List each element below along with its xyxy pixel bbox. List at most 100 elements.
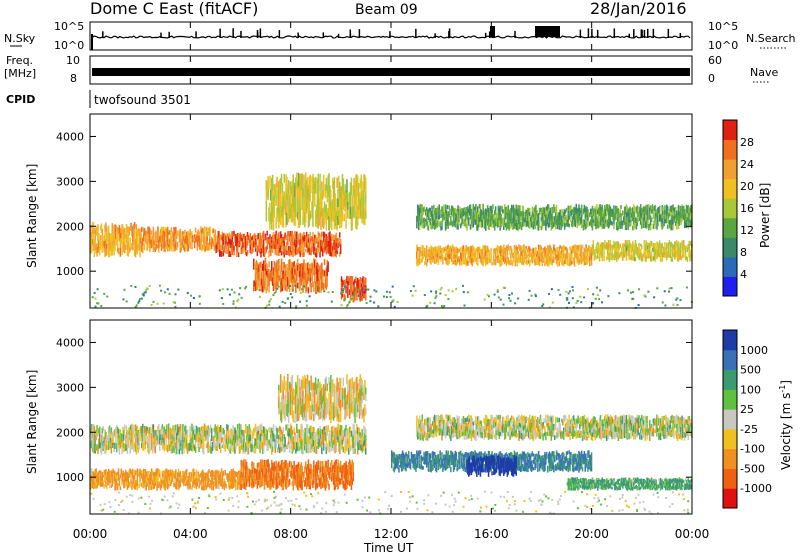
data-cell — [112, 483, 114, 486]
data-cell — [676, 223, 678, 229]
data-cell — [347, 304, 349, 306]
data-cell — [120, 247, 122, 256]
data-cell — [668, 291, 670, 293]
data-cell — [581, 252, 583, 258]
data-cell — [238, 252, 240, 257]
data-cell — [288, 180, 290, 194]
data-cell — [499, 206, 501, 211]
data-cell — [95, 306, 97, 308]
data-cell — [137, 477, 139, 481]
data-cell — [458, 219, 460, 222]
data-cell — [272, 441, 274, 446]
data-cell — [184, 230, 186, 234]
data-cell — [455, 223, 457, 228]
data-cell — [365, 448, 367, 455]
data-cell — [369, 300, 371, 302]
data-cell — [129, 242, 131, 247]
data-cell — [361, 283, 363, 287]
data-cell — [263, 260, 265, 270]
data-cell — [628, 248, 630, 252]
data-cell — [687, 257, 689, 262]
data-cell — [290, 293, 292, 295]
data-cell — [169, 293, 171, 295]
data-cell — [250, 428, 252, 435]
data-cell — [619, 209, 621, 213]
data-cell — [102, 433, 104, 438]
data-cell — [511, 293, 513, 295]
data-cell — [340, 244, 342, 249]
data-cell — [133, 425, 135, 434]
data-cell — [354, 292, 356, 294]
data-cell — [477, 256, 479, 261]
data-cell — [463, 291, 465, 293]
data-cell — [397, 301, 399, 303]
data-cell — [327, 261, 329, 272]
data-cell — [167, 288, 169, 290]
data-cell — [524, 222, 526, 226]
data-cell — [508, 297, 510, 299]
data-cell — [294, 265, 296, 269]
data-cell — [276, 260, 278, 269]
data-cell — [215, 229, 217, 235]
data-cell — [321, 181, 323, 190]
data-cell — [492, 204, 494, 209]
data-cell — [102, 235, 104, 241]
data-cell — [241, 234, 243, 238]
data-cell — [419, 212, 421, 216]
data-cell — [191, 243, 193, 249]
data-cell — [443, 205, 445, 212]
data-cell — [95, 235, 97, 240]
data-cell — [510, 300, 512, 302]
data-cell — [239, 287, 241, 289]
data-cell — [550, 208, 552, 215]
data-cell — [155, 441, 157, 446]
data-cell — [287, 297, 289, 299]
data-cell — [276, 439, 278, 444]
data-cell — [234, 292, 236, 294]
data-cell — [286, 246, 288, 251]
data-cell — [455, 288, 457, 290]
data-cell — [417, 255, 419, 259]
data-cell — [310, 426, 312, 433]
data-cell — [259, 296, 261, 298]
data-cell — [611, 221, 613, 225]
data-cell — [465, 207, 467, 211]
data-cell — [493, 255, 495, 258]
data-cell — [349, 433, 351, 439]
data-cell — [129, 237, 131, 242]
data-cell — [310, 184, 312, 193]
data-cell — [323, 290, 325, 292]
data-cell — [280, 437, 282, 442]
data-cell — [258, 440, 260, 445]
data-cell — [528, 299, 530, 301]
data-cell — [251, 439, 253, 444]
station-title: Dome C East (fitACF) — [90, 0, 258, 18]
data-cell — [528, 257, 530, 261]
data-cell — [551, 211, 553, 215]
data-cell — [125, 244, 127, 249]
data-cell — [559, 210, 561, 215]
data-cell — [128, 437, 130, 442]
data-cell — [656, 287, 658, 289]
data-cell — [241, 238, 243, 242]
data-cell — [292, 289, 294, 291]
data-cell — [303, 285, 305, 287]
range-tick-label: 2000 — [56, 220, 84, 233]
data-cell — [324, 232, 326, 237]
data-cell — [533, 226, 535, 230]
data-cell — [472, 262, 474, 266]
data-cell — [258, 426, 260, 431]
data-cell — [327, 425, 329, 432]
noise-spike — [535, 26, 560, 37]
data-cell — [653, 296, 655, 298]
data-cell — [112, 480, 114, 483]
data-cell — [313, 427, 315, 433]
data-cell — [310, 273, 312, 278]
data-cell — [587, 258, 589, 263]
data-cell — [657, 223, 659, 227]
data-cell — [132, 472, 134, 475]
data-cell — [412, 295, 414, 297]
data-cell — [451, 255, 453, 258]
data-cell — [292, 268, 294, 274]
data-cell — [187, 430, 189, 438]
